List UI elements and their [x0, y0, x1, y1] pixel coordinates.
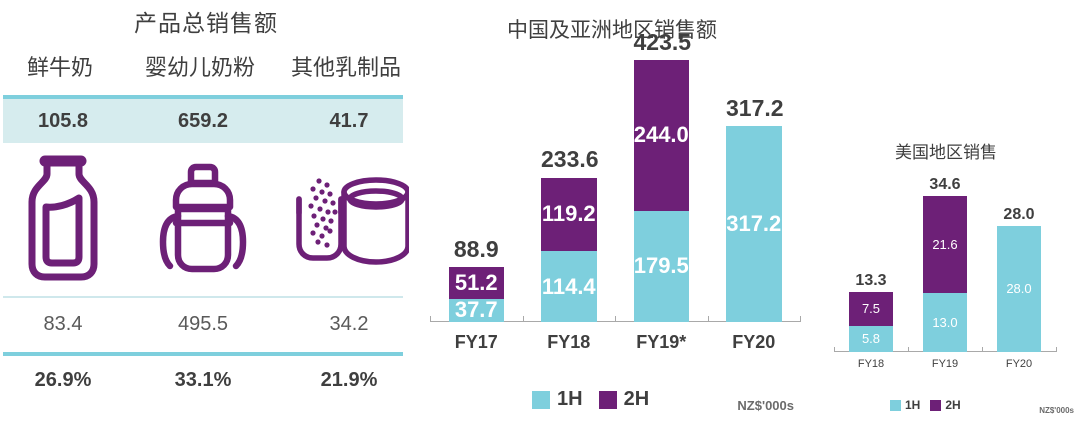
x-axis-tick [523, 316, 524, 322]
milk-bottle-icon [20, 153, 106, 286]
legend-item-2h: 2H [598, 388, 650, 411]
x-axis-tick [834, 347, 835, 352]
powder-tin-icon [289, 161, 411, 278]
x-axis-label-FY20: FY20 [732, 332, 776, 352]
percent-fresh-milk: 26.9% [34, 368, 92, 391]
total-fresh-milk: 105.8 [37, 109, 89, 132]
product-header-fresh-milk: 鲜牛奶 [26, 55, 93, 80]
value-infant-formula: 495.5 [177, 312, 229, 335]
x-axis-label-FY18: FY18 [857, 358, 885, 370]
legend-swatch-1h-icon [532, 390, 550, 409]
bar-total-label: 13.3 [855, 272, 887, 290]
china-asia-plot-area: 37.7 51.2 88.9 114.4 119.2 233.6 179.5 244.0 423… [430, 29, 801, 322]
bar-total-label: 233.6 [541, 146, 599, 173]
bar-total-label: 28.0 [1003, 205, 1035, 223]
value-fresh-milk: 83.4 [43, 312, 83, 335]
total-infant-formula: 659.2 [177, 109, 229, 132]
x-axis-tick [800, 316, 801, 322]
x-axis-tick [982, 347, 983, 352]
bar-segment-1h[interactable]: 28.0 [996, 225, 1042, 352]
us-unit-note: NZ$'000s [1039, 406, 1074, 415]
x-axis-label-FY18: FY18 [547, 332, 591, 352]
left-panel-title: 产品总销售额 [134, 10, 278, 36]
legend-swatch-2h-icon [598, 390, 617, 409]
us-plot-area: 5.8 7.5 13.3 13.0 21.6 34.6 28.0 28.0 [834, 176, 1057, 352]
value-row: 83.4 495.5 34.2 [3, 300, 403, 348]
bar-segment-1h[interactable]: 317.2 [726, 125, 782, 322]
bar-total-label: 317.2 [726, 94, 784, 121]
x-axis-tick [615, 316, 616, 322]
bar-segment-1h[interactable]: 114.4 [541, 251, 597, 322]
legend-item-1h: 1H [890, 398, 920, 412]
bar-segment-2h[interactable]: 119.2 [541, 177, 597, 252]
us-legend: 1H 2H [890, 398, 961, 412]
legend-item-2h: 2H [930, 398, 961, 412]
divider-thin [3, 296, 403, 298]
x-axis-tick [708, 316, 709, 322]
total-sales-row: 105.8 659.2 41.7 [3, 95, 403, 143]
bar-segment-1h[interactable]: 179.5 [633, 210, 689, 322]
divider-thick [3, 352, 403, 356]
bar-FY20[interactable]: 28.0 28.0 [996, 206, 1042, 352]
china-asia-unit-note: NZ$'000s [737, 398, 794, 413]
powder-tin-icon-cell [283, 161, 415, 278]
product-icon-row [3, 147, 411, 292]
bar-segment-1h[interactable]: 5.8 [848, 325, 894, 352]
sippy-cup-icon [156, 161, 250, 278]
bar-total-label: 423.5 [633, 29, 692, 55]
us-sales-chart: 美国地区销售 5.8 7.5 13.3 13.0 21.6 34.6 28.0 28.0 1H… [812, 0, 1080, 440]
bar-FY17[interactable]: 37.7 51.2 88.9 [448, 236, 504, 322]
x-axis-tick [908, 347, 909, 352]
x-axis-tick [430, 316, 431, 322]
legend-item-1h: 1H [532, 388, 583, 411]
bar-FY19[interactable]: 179.5 244.0 423.5 [633, 29, 691, 322]
product-header-other-dairy: 其他乳制品 [290, 55, 401, 80]
us-chart-title: 美国地区销售 [895, 143, 997, 162]
x-axis-label-FY19: FY19 [931, 358, 959, 370]
product-header-infant-formula: 婴幼儿奶粉 [144, 55, 255, 80]
x-axis-label-FY17: FY17 [454, 332, 498, 352]
percent-infant-formula: 33.1% [174, 368, 232, 391]
bar-segment-2h[interactable]: 7.5 [848, 292, 894, 326]
legend-label-2h: 2H [623, 388, 650, 410]
china-asia-chart-title: 中国及亚洲地区销售额 [507, 19, 717, 42]
legend-label-2h: 2H [945, 398, 961, 412]
bar-segment-1h[interactable]: 13.0 [922, 293, 968, 352]
total-other-dairy: 41.7 [329, 109, 369, 132]
legend-swatch-2h-icon [930, 399, 942, 411]
china-asia-sales-chart: 中国及亚洲地区销售额 37.7 51.2 88.9 114.4 119.2 233.6 17… [412, 0, 812, 440]
percent-other-dairy: 21.9% [320, 368, 378, 391]
value-other-dairy: 34.2 [329, 312, 369, 335]
x-axis-label-FY19: FY19* [636, 332, 687, 352]
bar-FY20[interactable]: 317.2 317.2 [726, 95, 784, 322]
product-column-headers: 鲜牛奶 婴幼儿奶粉 其他乳制品 [0, 50, 412, 82]
bar-FY18[interactable]: 5.8 7.5 13.3 [848, 272, 894, 352]
percent-row: 26.9% 33.1% 21.9% [3, 358, 403, 402]
bar-total-label: 88.9 [453, 236, 499, 263]
bar-total-label: 34.6 [929, 176, 961, 193]
milk-bottle-icon-cell [3, 153, 123, 286]
x-axis-tick [1056, 347, 1057, 352]
product-sales-panel: 产品总销售额 鲜牛奶 婴幼儿奶粉 其他乳制品 105.8 659.2 41.7 [0, 0, 412, 440]
bar-FY18[interactable]: 114.4 119.2 233.6 [541, 146, 599, 322]
sippy-cup-icon-cell [123, 161, 283, 278]
legend-swatch-1h-icon [890, 399, 901, 411]
legend-label-1h: 1H [905, 398, 921, 412]
x-axis-label-FY20: FY20 [1005, 358, 1033, 370]
bar-segment-1h[interactable]: 37.7 [448, 297, 504, 322]
bar-segment-2h[interactable]: 244.0 [633, 60, 689, 211]
bar-FY19[interactable]: 13.0 21.6 34.6 [922, 176, 968, 352]
china-asia-legend: 1H 2H [532, 388, 649, 411]
bar-segment-2h[interactable]: 21.6 [922, 196, 968, 294]
bar-segment-2h[interactable]: 51.2 [448, 267, 504, 299]
legend-label-1h: 1H [557, 388, 583, 410]
